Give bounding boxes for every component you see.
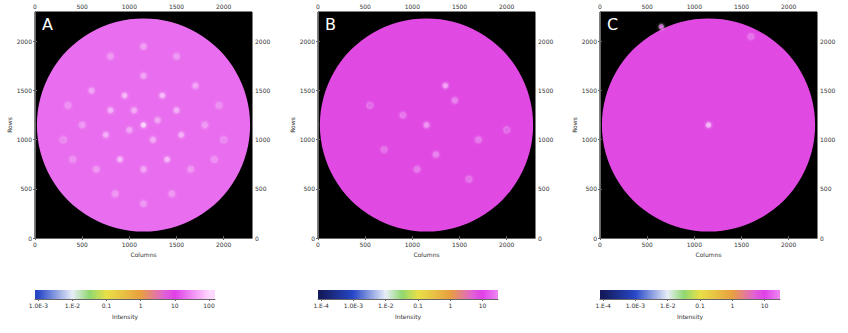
svg-text:B: B (325, 15, 336, 34)
svg-text:100: 100 (203, 302, 215, 309)
svg-text:1000: 1000 (405, 241, 420, 248)
svg-text:1000: 1000 (255, 136, 270, 143)
svg-text:Intensity: Intensity (395, 313, 422, 321)
svg-text:1: 1 (448, 302, 452, 309)
svg-text:0.1: 0.1 (413, 302, 423, 309)
svg-text:1500: 1500 (734, 3, 749, 10)
svg-text:Rows: Rows (289, 117, 296, 133)
svg-text:Columns: Columns (695, 251, 721, 258)
svg-text:0: 0 (598, 241, 602, 248)
svg-text:1500: 1500 (452, 241, 467, 248)
svg-text:0: 0 (33, 241, 37, 248)
svg-text:A: A (42, 15, 53, 34)
svg-text:1500: 1500 (169, 3, 184, 10)
svg-text:0: 0 (28, 235, 32, 242)
svg-text:Intensity: Intensity (112, 313, 139, 321)
svg-text:1500: 1500 (734, 241, 749, 248)
svg-text:1: 1 (730, 302, 734, 309)
svg-text:500: 500 (586, 185, 598, 192)
svg-text:0: 0 (255, 235, 259, 242)
svg-text:2000: 2000 (538, 38, 553, 45)
svg-text:2000: 2000 (499, 3, 514, 10)
svg-text:0.1: 0.1 (695, 302, 705, 309)
svg-text:500: 500 (359, 3, 371, 10)
svg-text:500: 500 (641, 241, 653, 248)
svg-text:1.E-2: 1.E-2 (65, 302, 81, 309)
svg-text:1.E-2: 1.E-2 (378, 302, 394, 309)
svg-text:1000: 1000 (405, 3, 420, 10)
svg-text:1.0E-3: 1.0E-3 (29, 302, 48, 309)
svg-text:1500: 1500 (17, 87, 32, 94)
svg-text:500: 500 (641, 3, 653, 10)
svg-text:1500: 1500 (255, 87, 270, 94)
svg-text:500: 500 (21, 185, 33, 192)
svg-text:1000: 1000 (538, 136, 553, 143)
svg-text:2000: 2000 (216, 3, 231, 10)
svg-text:2000: 2000 (255, 38, 270, 45)
svg-text:1000: 1000 (300, 136, 315, 143)
svg-text:10: 10 (761, 302, 769, 309)
svg-text:Columns: Columns (413, 251, 439, 258)
svg-text:1500: 1500 (538, 87, 553, 94)
svg-text:1000: 1000 (687, 241, 702, 248)
svg-text:Columns: Columns (130, 251, 156, 258)
svg-text:500: 500 (820, 185, 832, 192)
svg-text:10: 10 (479, 302, 487, 309)
svg-text:1000: 1000 (122, 241, 137, 248)
svg-text:1.E-2: 1.E-2 (660, 302, 676, 309)
svg-text:1500: 1500 (169, 241, 184, 248)
svg-text:1.E-4: 1.E-4 (313, 302, 329, 309)
svg-text:0: 0 (316, 3, 320, 10)
svg-text:500: 500 (76, 3, 88, 10)
svg-text:1000: 1000 (122, 3, 137, 10)
svg-text:Rows: Rows (571, 117, 578, 133)
svg-text:1000: 1000 (687, 3, 702, 10)
svg-text:1500: 1500 (452, 3, 467, 10)
svg-text:2000: 2000 (781, 241, 796, 248)
svg-text:0: 0 (316, 241, 320, 248)
svg-text:2000: 2000 (216, 241, 231, 248)
svg-text:1000: 1000 (17, 136, 32, 143)
svg-text:0: 0 (593, 235, 597, 242)
svg-text:1: 1 (139, 302, 143, 309)
svg-text:C: C (607, 15, 618, 34)
svg-text:0: 0 (311, 235, 315, 242)
svg-text:1000: 1000 (582, 136, 597, 143)
svg-text:1500: 1500 (820, 87, 835, 94)
svg-text:Rows: Rows (6, 117, 13, 133)
svg-text:2000: 2000 (781, 3, 796, 10)
svg-text:0.1: 0.1 (102, 302, 112, 309)
svg-text:2000: 2000 (300, 38, 315, 45)
svg-text:0: 0 (598, 3, 602, 10)
svg-text:0: 0 (820, 235, 824, 242)
svg-text:Intensity: Intensity (677, 313, 704, 321)
svg-text:1500: 1500 (582, 87, 597, 94)
svg-text:1.E-4: 1.E-4 (595, 302, 611, 309)
svg-text:1000: 1000 (820, 136, 835, 143)
svg-text:500: 500 (538, 185, 550, 192)
svg-text:500: 500 (304, 185, 316, 192)
svg-text:2000: 2000 (582, 38, 597, 45)
svg-text:500: 500 (76, 241, 88, 248)
svg-text:500: 500 (359, 241, 371, 248)
svg-text:2000: 2000 (820, 38, 835, 45)
svg-text:0: 0 (538, 235, 542, 242)
svg-text:1500: 1500 (300, 87, 315, 94)
svg-text:500: 500 (255, 185, 267, 192)
svg-text:2000: 2000 (17, 38, 32, 45)
svg-text:1.0E-3: 1.0E-3 (344, 302, 363, 309)
svg-text:0: 0 (33, 3, 37, 10)
svg-text:10: 10 (171, 302, 179, 309)
svg-text:1.0E-3: 1.0E-3 (626, 302, 645, 309)
svg-text:2000: 2000 (499, 241, 514, 248)
